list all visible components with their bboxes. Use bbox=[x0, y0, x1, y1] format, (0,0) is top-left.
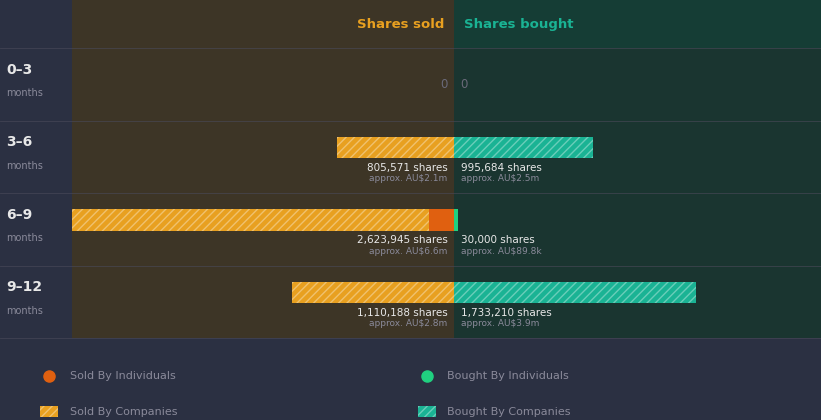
Text: approx. AU$2.8m: approx. AU$2.8m bbox=[369, 319, 447, 328]
Bar bbox=[0, 48, 72, 121]
Bar bbox=[454, 136, 594, 158]
Bar bbox=[418, 406, 436, 417]
Bar bbox=[72, 121, 454, 193]
Text: months: months bbox=[7, 306, 44, 315]
Text: approx. AU$2.5m: approx. AU$2.5m bbox=[461, 174, 539, 184]
Bar bbox=[72, 265, 454, 338]
Bar bbox=[429, 209, 454, 231]
Text: 805,571 shares: 805,571 shares bbox=[367, 163, 447, 173]
Text: 3–6: 3–6 bbox=[7, 136, 33, 150]
Text: Shares bought: Shares bought bbox=[464, 18, 573, 31]
Text: approx. AU$3.9m: approx. AU$3.9m bbox=[461, 319, 539, 328]
Text: months: months bbox=[7, 88, 44, 98]
Text: 6–9: 6–9 bbox=[7, 208, 33, 222]
Bar bbox=[454, 209, 458, 231]
Bar bbox=[454, 136, 594, 158]
Text: months: months bbox=[7, 233, 44, 243]
Text: 2,623,945 shares: 2,623,945 shares bbox=[356, 235, 447, 245]
Bar bbox=[454, 265, 821, 338]
Bar bbox=[72, 193, 454, 265]
Text: approx. AU$6.6m: approx. AU$6.6m bbox=[369, 247, 447, 256]
Bar bbox=[454, 281, 696, 303]
Bar bbox=[40, 406, 58, 417]
Bar bbox=[292, 281, 454, 303]
Bar bbox=[0, 193, 72, 265]
Bar bbox=[454, 281, 696, 303]
Bar bbox=[454, 193, 821, 265]
Bar bbox=[454, 281, 696, 303]
Bar bbox=[0, 265, 72, 338]
Bar bbox=[337, 136, 454, 158]
Bar bbox=[292, 281, 454, 303]
Bar bbox=[72, 48, 454, 121]
Bar bbox=[454, 121, 821, 193]
Bar bbox=[454, 136, 594, 158]
Text: 0: 0 bbox=[461, 78, 468, 91]
Text: Sold By Companies: Sold By Companies bbox=[70, 407, 177, 417]
Bar bbox=[72, 209, 429, 231]
Text: 995,684 shares: 995,684 shares bbox=[461, 163, 542, 173]
Text: months: months bbox=[7, 161, 44, 171]
Bar bbox=[72, 209, 429, 231]
Bar bbox=[0, 0, 72, 48]
Bar bbox=[0, 121, 72, 193]
Text: Bought By Individuals: Bought By Individuals bbox=[447, 371, 569, 381]
Text: 9–12: 9–12 bbox=[7, 281, 43, 294]
Bar bbox=[337, 136, 454, 158]
Bar bbox=[40, 406, 58, 417]
Text: 0: 0 bbox=[440, 78, 447, 91]
Text: approx. AU$89.8k: approx. AU$89.8k bbox=[461, 247, 541, 256]
Text: 1,110,188 shares: 1,110,188 shares bbox=[356, 308, 447, 318]
Bar bbox=[454, 48, 821, 121]
Bar bbox=[292, 281, 454, 303]
Text: 30,000 shares: 30,000 shares bbox=[461, 235, 534, 245]
Bar bbox=[72, 209, 429, 231]
Text: Shares sold: Shares sold bbox=[357, 18, 444, 31]
Text: Bought By Companies: Bought By Companies bbox=[447, 407, 571, 417]
Bar bbox=[454, 0, 821, 48]
Text: approx. AU$2.1m: approx. AU$2.1m bbox=[369, 174, 447, 184]
Text: Sold By Individuals: Sold By Individuals bbox=[70, 371, 176, 381]
Bar bbox=[72, 0, 454, 48]
Text: 0–3: 0–3 bbox=[7, 63, 33, 77]
Text: 1,733,210 shares: 1,733,210 shares bbox=[461, 308, 552, 318]
Bar bbox=[337, 136, 454, 158]
Bar bbox=[418, 406, 436, 417]
